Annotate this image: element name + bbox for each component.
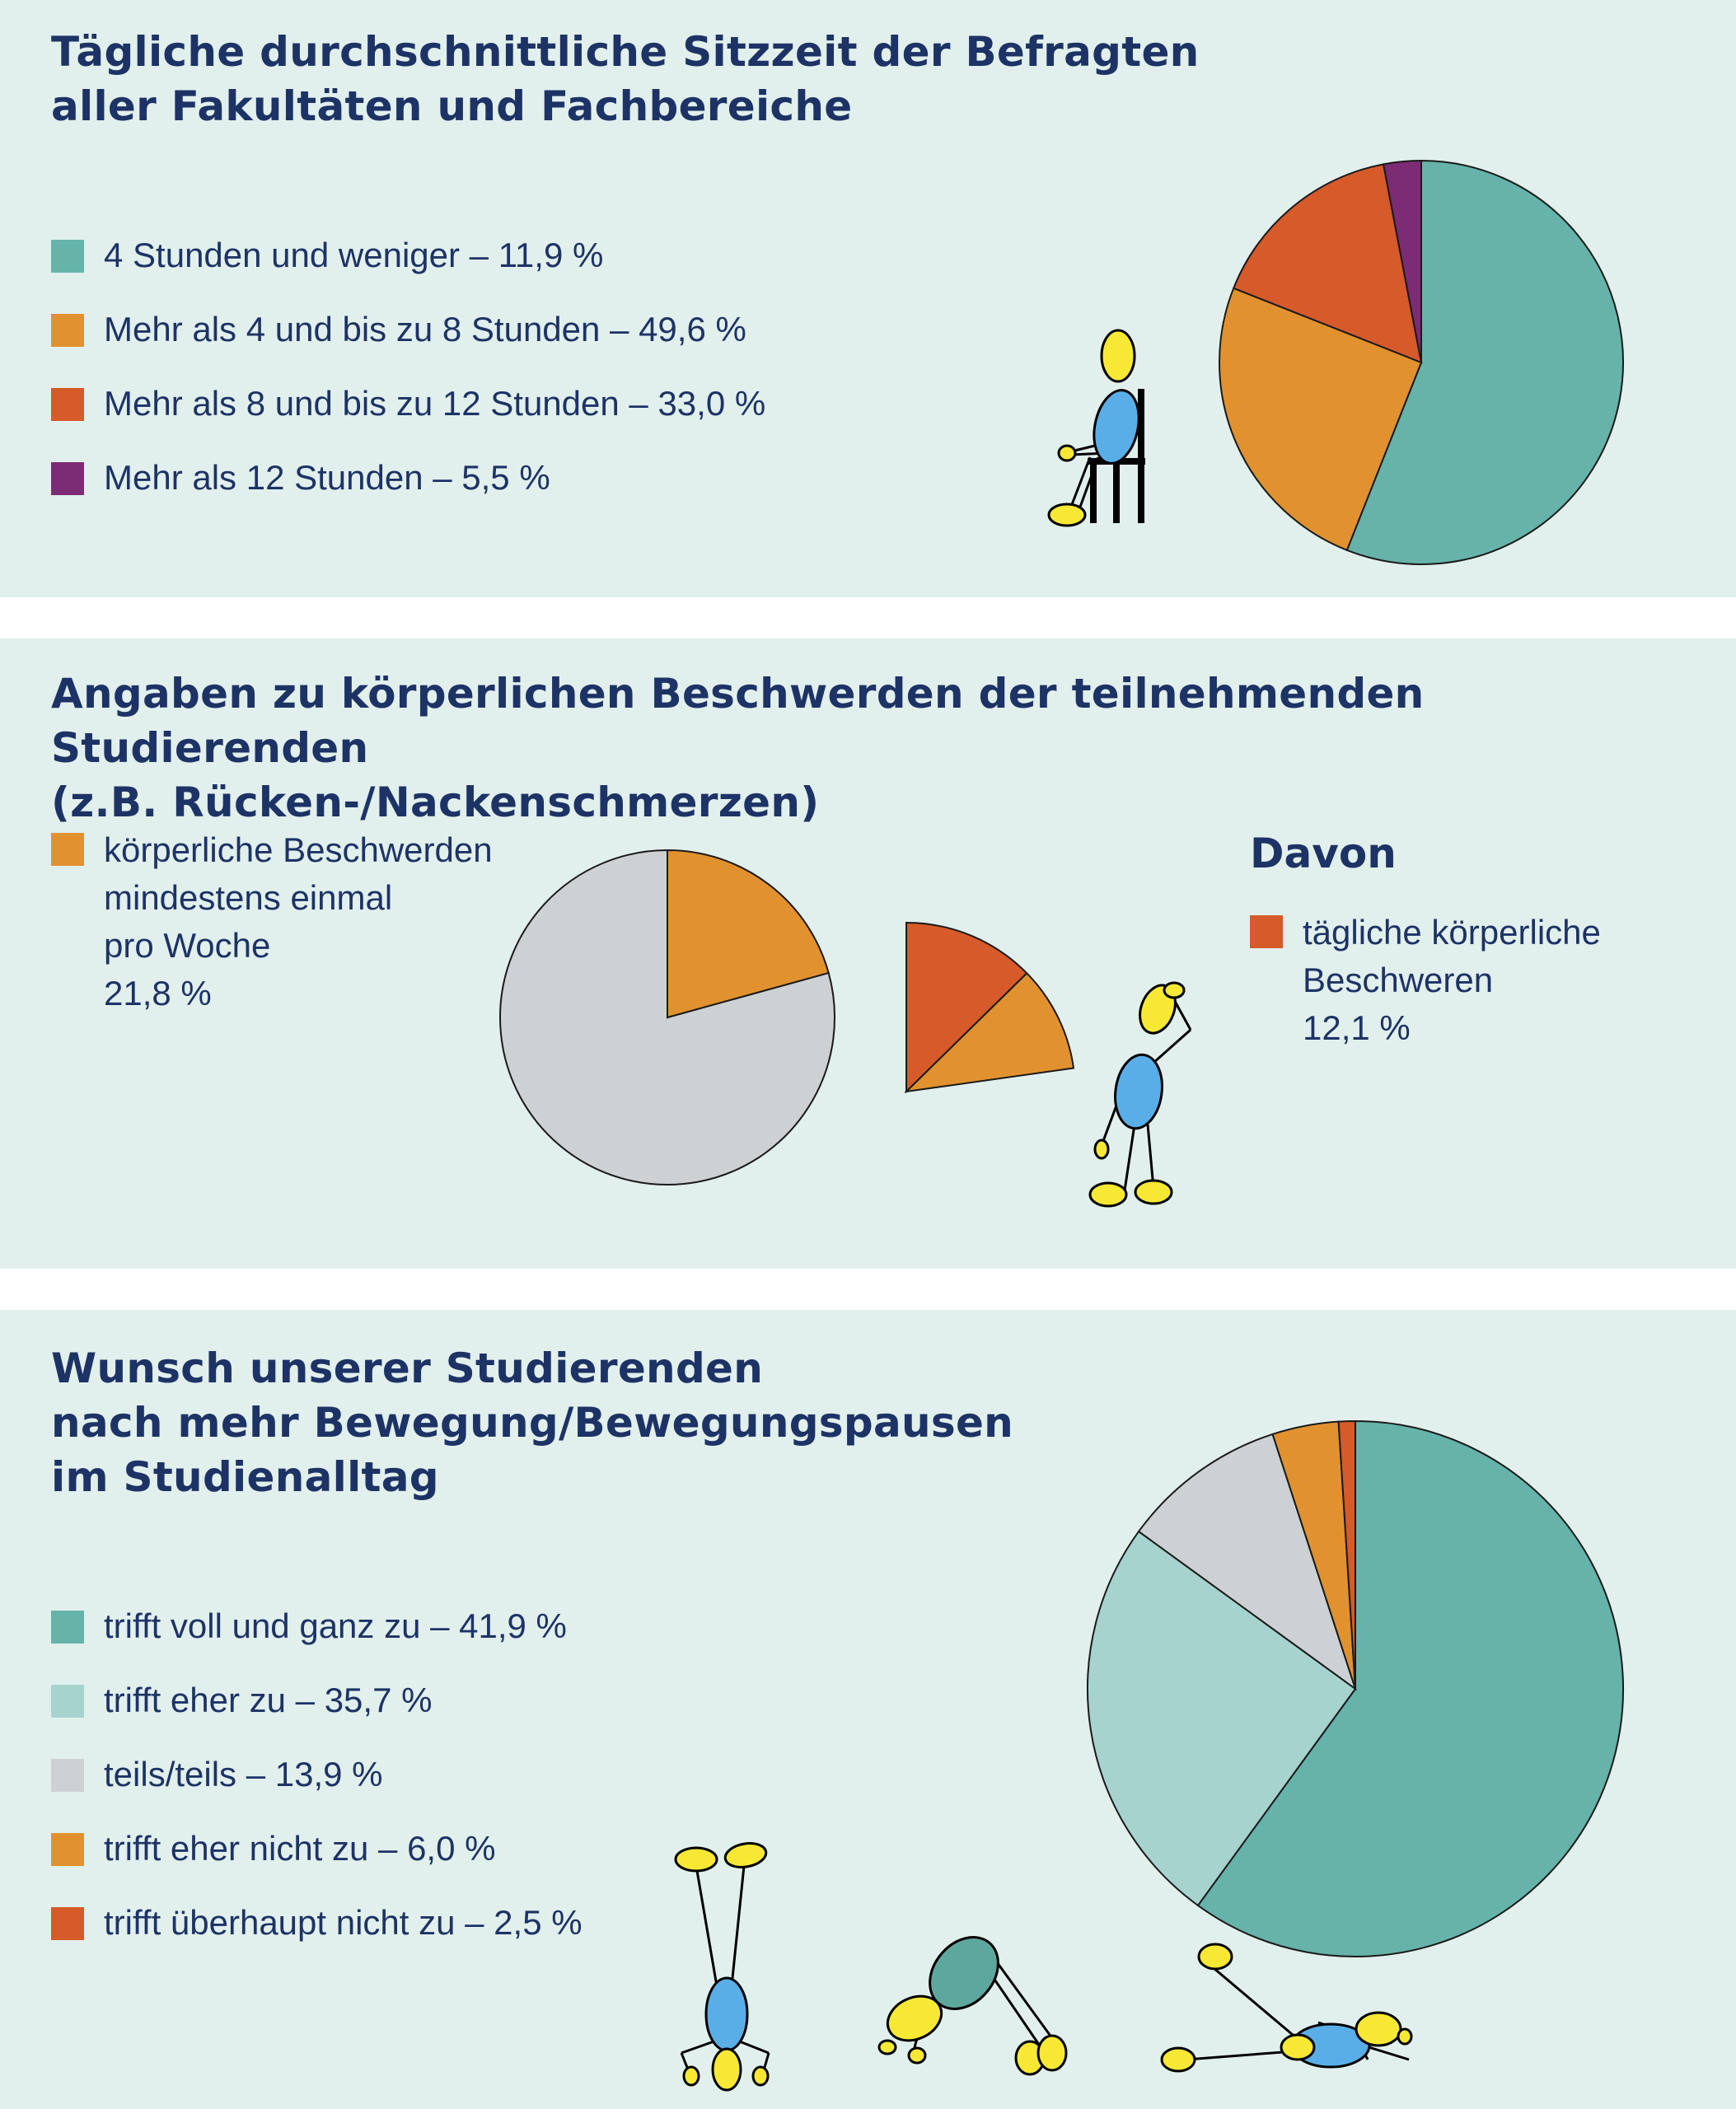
legend-label: trifft überhaupt nicht zu – 2,5 % — [104, 1901, 583, 1945]
legend-item: trifft überhaupt nicht zu – 2,5 % — [51, 1901, 583, 1975]
legend-item: trifft eher nicht zu – 6,0 % — [51, 1826, 583, 1901]
bewegung-pie-chart — [1075, 1409, 1635, 1969]
legend-item: Mehr als 8 und bis zu 12 Stunden – 33,0 … — [51, 381, 765, 456]
bewegung-panel: Wunsch unserer Studierenden nach mehr Be… — [0, 1310, 1736, 2109]
beschwerden-legend-left: körperliche Beschwerden mindestens einma… — [51, 826, 493, 1017]
sitzzeit-pie-chart — [1215, 157, 1627, 568]
sitzzeit-title: Tägliche durchschnittliche Sitzzeit der … — [51, 25, 1200, 133]
legend-swatch — [51, 1907, 84, 1940]
legend-swatch — [51, 1833, 84, 1866]
legend-label: trifft voll und ganz zu – 41,9 % — [104, 1604, 583, 1648]
legend-item: 4 Stunden und weniger – 11,9 % — [51, 233, 765, 307]
sitzzeit-panel: Tägliche durchschnittliche Sitzzeit der … — [0, 0, 1736, 597]
legend-swatch — [51, 1685, 84, 1718]
legend-item: Mehr als 4 und bis zu 8 Stunden – 49,6 % — [51, 307, 765, 381]
legend-item: trifft voll und ganz zu – 41,9 % — [51, 1604, 583, 1678]
legend-item: Mehr als 12 Stunden – 5,5 % — [51, 456, 765, 530]
legend-label: körperliche Beschwerden mindestens einma… — [104, 826, 493, 1017]
sitzzeit-legend: 4 Stunden und weniger – 11,9 % Mehr als … — [51, 233, 765, 530]
legend-item: teils/teils – 13,9 % — [51, 1752, 583, 1826]
lying-stretching-figure-icon — [1153, 1936, 1425, 2076]
legend-label: Mehr als 8 und bis zu 12 Stunden – 33,0 … — [104, 381, 765, 426]
legend-label: trifft eher zu – 35,7 % — [104, 1678, 583, 1723]
bending-figure-icon — [869, 1924, 1067, 2088]
legend-label: 4 Stunden und weniger – 11,9 % — [104, 233, 765, 278]
legend-swatch — [51, 1759, 84, 1792]
legend-swatch — [51, 462, 84, 495]
legend-swatch — [1250, 915, 1283, 948]
beschwerden-pie-chart — [494, 844, 840, 1190]
beschwerden-panel: Angaben zu körperlichen Beschwerden der … — [0, 638, 1736, 1269]
legend-swatch — [51, 388, 84, 421]
legend-label: teils/teils – 13,9 % — [104, 1752, 583, 1797]
sitting-figure-on-chair-icon — [1034, 321, 1166, 535]
legend-swatch — [51, 240, 84, 273]
legend-swatch — [51, 833, 84, 866]
figure-holding-neck-icon — [1075, 964, 1199, 1203]
legend-label: Mehr als 12 Stunden – 5,5 % — [104, 456, 765, 500]
beschwerden-legend-right: tägliche körperliche Beschweren 12,1 % — [1250, 909, 1601, 1052]
headstand-figure-icon — [663, 1837, 787, 2093]
legend-label: Mehr als 4 und bis zu 8 Stunden – 49,6 % — [104, 307, 765, 352]
legend-swatch — [51, 314, 84, 347]
beschwerden-title: Angaben zu körperlichen Beschwerden der … — [51, 666, 1736, 830]
davon-heading: Davon — [1250, 830, 1397, 877]
bewegung-title: Wunsch unserer Studierenden nach mehr Be… — [51, 1341, 1013, 1504]
legend-swatch — [51, 1611, 84, 1644]
legend-label: trifft eher nicht zu – 6,0 % — [104, 1826, 583, 1871]
legend-item: trifft eher zu – 35,7 % — [51, 1678, 583, 1752]
legend-label: tägliche körperliche Beschweren 12,1 % — [1303, 909, 1601, 1052]
bewegung-legend: trifft voll und ganz zu – 41,9 % trifft … — [51, 1604, 583, 1975]
